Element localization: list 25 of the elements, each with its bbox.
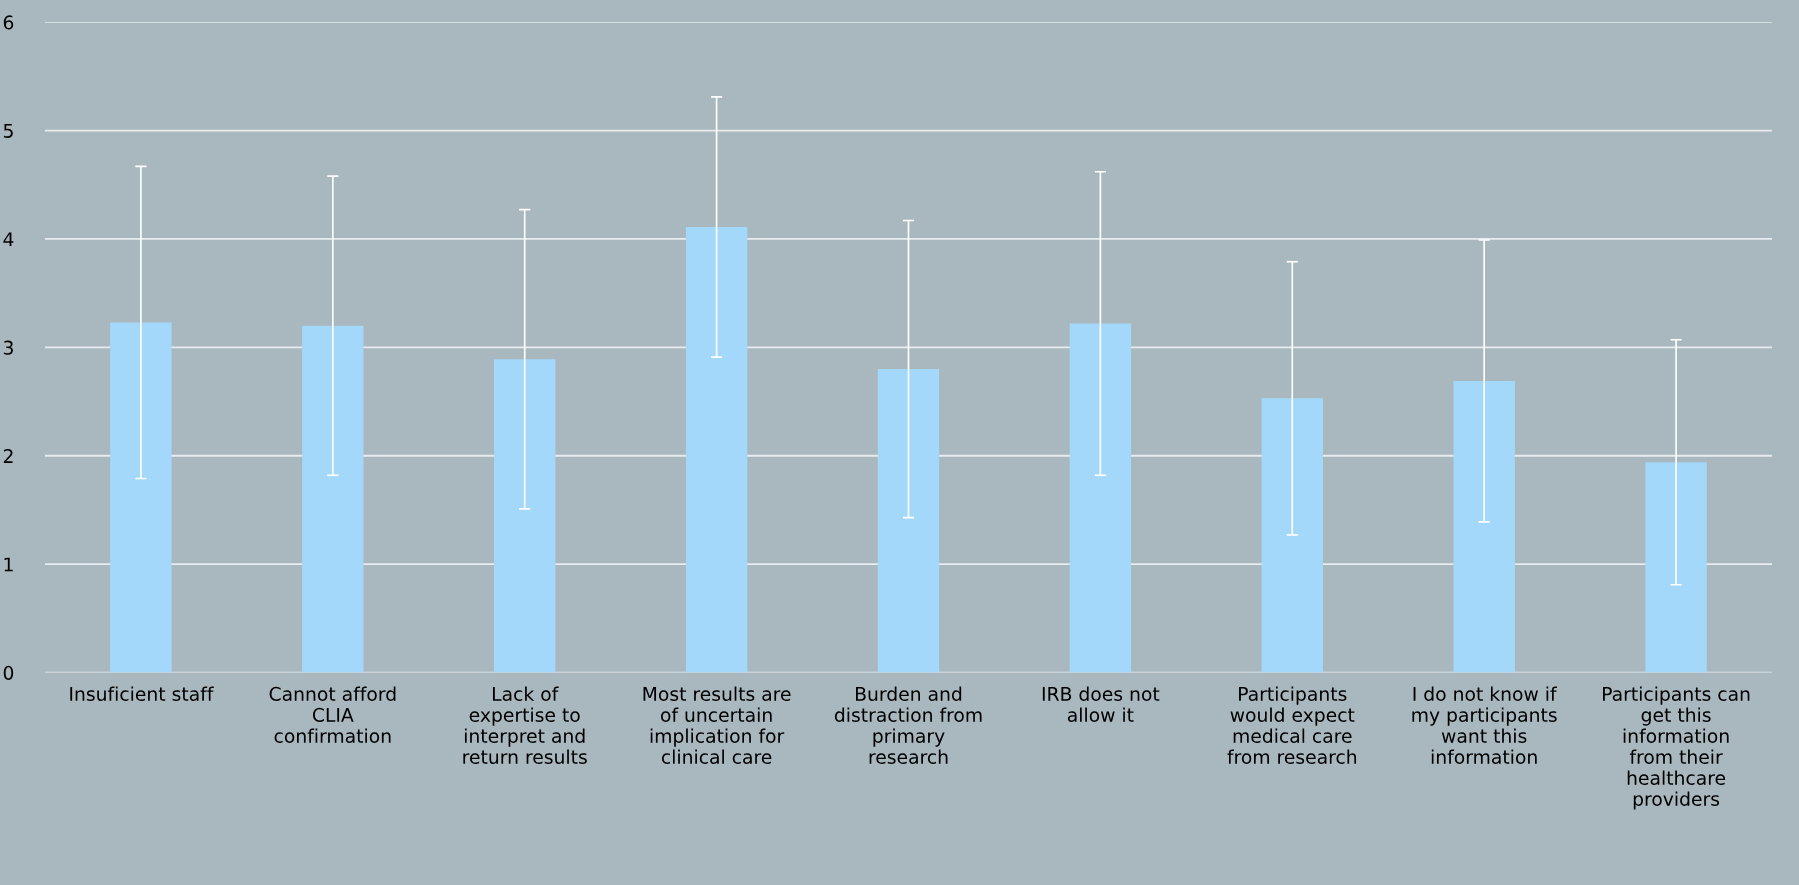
bar: [494, 359, 556, 673]
x-tick-label: Burden and distraction from primary research: [834, 686, 982, 764]
x-tick-label: I do not know if my participants want this information: [1412, 686, 1557, 764]
y-tick-label: 0: [3, 665, 14, 680]
y-tick-label: 5: [3, 123, 13, 138]
bar: [110, 322, 172, 673]
x-tick-label: Participants can get this information from their healthcare providers: [1603, 686, 1750, 810]
x-tick-label: Cannot afford CLIA confirmation: [269, 686, 396, 743]
x-tick-label: Most results are of uncertain implication for clinical care: [643, 686, 791, 764]
bar: [1645, 462, 1707, 673]
bar: [1453, 380, 1515, 673]
bar: [302, 325, 364, 673]
y-tick-label: 3: [3, 340, 13, 355]
y-tick-label: 2: [3, 448, 13, 463]
y-tick-label: 6: [3, 15, 14, 30]
y-tick-label: 1: [4, 557, 13, 572]
x-tick-label: Participants would expect medical care from research: [1227, 686, 1357, 764]
bar: [877, 369, 940, 673]
bar: [685, 227, 748, 673]
y-tick-label: 4: [3, 232, 14, 247]
x-tick-label: Insuficient staff: [70, 686, 214, 701]
bar: [1069, 323, 1132, 673]
bar: [1261, 398, 1323, 673]
x-tick-label: IRB does not allow it: [1042, 686, 1160, 722]
x-tick-label: Lack of expertise to interpret and return results: [463, 686, 587, 764]
